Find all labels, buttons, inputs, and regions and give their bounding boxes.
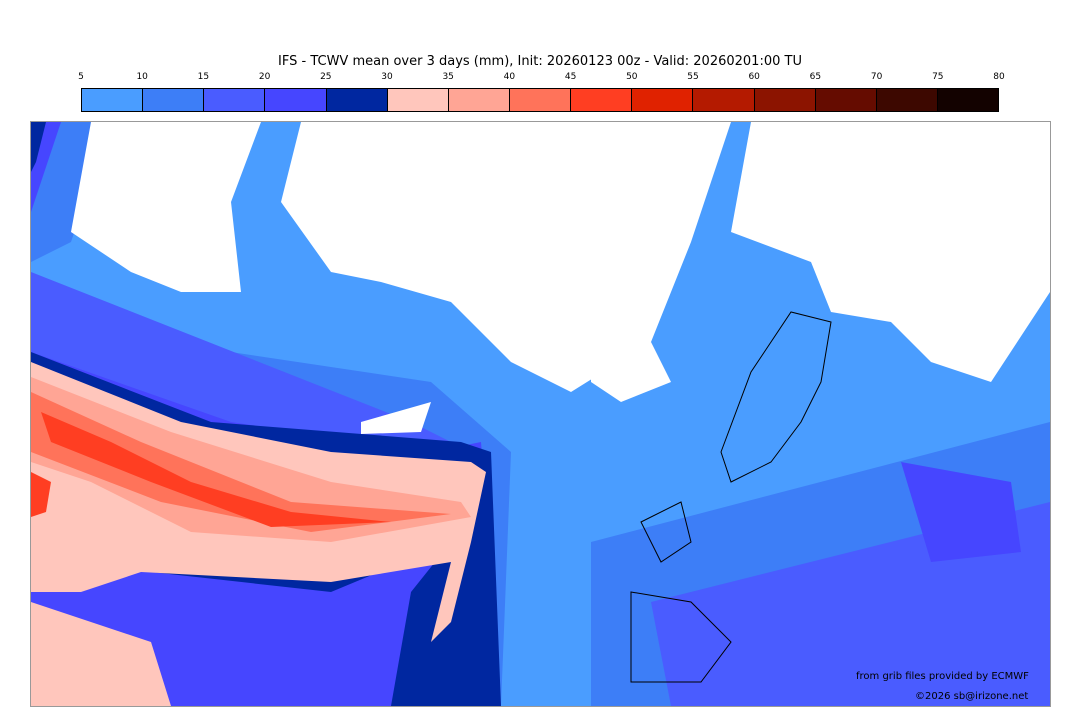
copyright: ©2026 sb@irizone.net bbox=[915, 691, 1029, 702]
colorbar-bin bbox=[82, 89, 144, 111]
colorbar-tick: 15 bbox=[197, 72, 210, 82]
iceland-low-values bbox=[361, 342, 671, 434]
colorbar-bin bbox=[143, 89, 205, 111]
colorbar-tick: 45 bbox=[564, 72, 577, 82]
colorbar-tick: 35 bbox=[442, 72, 454, 82]
colorbar-bin bbox=[204, 89, 266, 111]
colorbar-bin bbox=[693, 89, 755, 111]
map-field bbox=[31, 122, 1050, 706]
colorbar-tick: 10 bbox=[136, 72, 148, 82]
colorbar-bin bbox=[265, 89, 327, 111]
colorbar-tick: 70 bbox=[870, 72, 883, 82]
tcwv-map bbox=[30, 121, 1051, 707]
arctic-low-values bbox=[731, 122, 1050, 382]
colorbar-bin bbox=[815, 89, 877, 111]
field-35-40 bbox=[31, 377, 471, 542]
colorbar-bin bbox=[754, 89, 816, 111]
colorbar-tick: 20 bbox=[258, 72, 271, 82]
colorbar-tick: 65 bbox=[809, 72, 822, 82]
colorbar-bin bbox=[326, 89, 388, 111]
colorbar-tick: 60 bbox=[748, 72, 760, 82]
colorbar-ticks: 5 10 15 20 25 30 35 40 45 50 55 60 65 70 75 80 bbox=[78, 72, 1005, 84]
colorbar-tick: 30 bbox=[381, 72, 393, 82]
colorbar-tick: 75 bbox=[932, 72, 944, 82]
canada-low-values bbox=[71, 122, 261, 292]
data-credit: from grib files provided by ECMWF bbox=[856, 671, 1029, 682]
colorbar-tick: 25 bbox=[320, 72, 332, 82]
colorbar-tick: 80 bbox=[993, 72, 1005, 82]
field-45-50 bbox=[31, 412, 391, 527]
colorbar-tick: 50 bbox=[626, 72, 638, 82]
coastlines bbox=[630, 311, 832, 683]
colorbar-bin bbox=[632, 89, 694, 111]
colorbar-tick: 5 bbox=[78, 72, 84, 82]
map-title: IFS - TCWV mean over 3 days (mm), Init: … bbox=[278, 54, 802, 69]
colorbar-tick: 55 bbox=[687, 72, 699, 82]
colorbar-bin bbox=[387, 89, 449, 111]
colorbar-bin bbox=[448, 89, 510, 111]
greenland-low-values bbox=[281, 122, 731, 392]
colorbar-bin bbox=[937, 89, 999, 111]
colorbar-tick: 40 bbox=[503, 72, 516, 82]
colorbar-bin bbox=[571, 89, 633, 111]
colorbar-bin bbox=[509, 89, 572, 111]
colorbar bbox=[81, 88, 999, 112]
colorbar-bin bbox=[876, 89, 938, 111]
